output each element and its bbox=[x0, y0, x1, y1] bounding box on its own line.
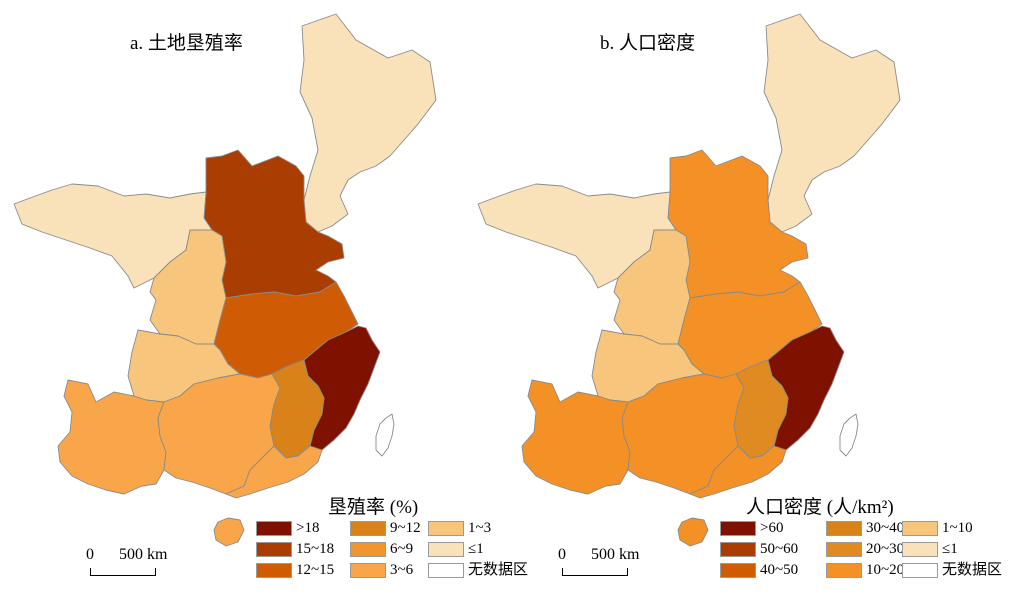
region-southwest bbox=[57, 379, 167, 495]
map-title: a. 土地垦殖率 bbox=[130, 33, 243, 54]
legend-swatch bbox=[428, 541, 464, 557]
region-hainan bbox=[677, 517, 709, 547]
legend-swatch bbox=[720, 541, 756, 557]
legend-swatch bbox=[350, 520, 386, 536]
legend-item: 1~10 bbox=[902, 519, 973, 537]
panel-population-density: b. 人口密度 人口密度 (人/km²) >60 50~60 40~50 30~40 2… bbox=[464, 0, 1002, 594]
scale-zero-label: 0 bbox=[86, 546, 94, 563]
legend-label: 无数据区 bbox=[468, 562, 529, 578]
legend-item: 1~3 bbox=[428, 519, 491, 537]
legend-swatch bbox=[428, 520, 464, 536]
choropleth-map bbox=[13, 13, 437, 547]
legend-label: ≤1 bbox=[468, 541, 484, 557]
region-jiangxi bbox=[733, 359, 789, 459]
legend-swatch bbox=[902, 562, 938, 578]
legend-item: ≤1 bbox=[428, 540, 484, 558]
legend-label: 30~40 bbox=[866, 520, 905, 536]
legend-label: 无数据区 bbox=[942, 562, 1003, 578]
legend-item: 50~60 bbox=[720, 540, 798, 558]
region-northeast bbox=[299, 13, 437, 233]
region-taiwan bbox=[375, 413, 395, 457]
legend-swatch bbox=[428, 562, 464, 578]
legend-swatch bbox=[826, 541, 862, 557]
legend-label: 1~3 bbox=[468, 520, 492, 536]
legend-item: 无数据区 bbox=[428, 561, 528, 579]
region-southwest bbox=[521, 379, 631, 495]
legend-item: 无数据区 bbox=[902, 561, 1002, 579]
legend-label: ≤1 bbox=[942, 541, 958, 557]
legend-item: 20~30 bbox=[826, 540, 904, 558]
legend-title: 人口密度 (人/km²) bbox=[746, 497, 894, 518]
legend-label: >18 bbox=[296, 520, 320, 536]
legend-item: 40~50 bbox=[720, 561, 798, 579]
scale-distance-label: 500 km bbox=[591, 546, 640, 563]
scale-line bbox=[562, 568, 628, 576]
legend-label: >60 bbox=[760, 520, 784, 536]
legend-label: 50~60 bbox=[760, 541, 799, 557]
legend-item: 3~6 bbox=[350, 561, 413, 579]
region-northeast bbox=[763, 13, 901, 233]
legend-item: 6~9 bbox=[350, 540, 413, 558]
legend-item: >18 bbox=[256, 519, 319, 537]
map-title: b. 人口密度 bbox=[600, 33, 696, 54]
region-hainan bbox=[213, 517, 245, 547]
legend-swatch bbox=[256, 562, 292, 578]
legend-swatch bbox=[720, 520, 756, 536]
legend-label: 1~10 bbox=[942, 520, 973, 536]
panel-land-reclamation: a. 土地垦殖率 垦殖率 (%) >18 15~18 12~15 9~12 6~9 3~6… bbox=[13, 13, 528, 586]
legend-label: 3~6 bbox=[390, 562, 414, 578]
scale-zero-label: 0 bbox=[558, 546, 566, 563]
legend-swatch bbox=[350, 541, 386, 557]
legend-swatch bbox=[826, 562, 862, 578]
legend-swatch bbox=[826, 520, 862, 536]
scale-distance-label: 500 km bbox=[119, 546, 168, 563]
legend-item: 10~20 bbox=[826, 561, 904, 579]
region-taiwan bbox=[839, 413, 859, 457]
legend-swatch bbox=[256, 520, 292, 536]
legend-item: ≤1 bbox=[902, 540, 958, 558]
legend-swatch bbox=[902, 520, 938, 536]
region-guangdong bbox=[689, 445, 787, 499]
legend-item: 30~40 bbox=[826, 519, 904, 537]
legend-label: 6~9 bbox=[390, 541, 414, 557]
legend-swatch bbox=[720, 562, 756, 578]
legend-swatch bbox=[902, 541, 938, 557]
legend-label: 40~50 bbox=[760, 562, 799, 578]
legend-item: 9~12 bbox=[350, 519, 421, 537]
legend-label: 12~15 bbox=[296, 562, 335, 578]
legend-swatch bbox=[350, 562, 386, 578]
choropleth-map bbox=[477, 13, 901, 547]
legend-item: 12~15 bbox=[256, 561, 334, 579]
legend-swatch bbox=[256, 541, 292, 557]
legend-label: 20~30 bbox=[866, 541, 905, 557]
legend-item: >60 bbox=[720, 519, 783, 537]
region-guangdong bbox=[225, 445, 323, 499]
scale-bar: 0 500 km bbox=[558, 546, 678, 586]
legend-title: 垦殖率 (%) bbox=[328, 497, 419, 518]
legend-item: 15~18 bbox=[256, 540, 334, 558]
legend-label: 10~20 bbox=[866, 562, 905, 578]
region-jiangxi bbox=[269, 359, 325, 459]
scale-line bbox=[90, 568, 156, 576]
legend-label: 15~18 bbox=[296, 541, 335, 557]
legend-label: 9~12 bbox=[390, 520, 421, 536]
scale-bar: 0 500 km bbox=[86, 546, 206, 586]
